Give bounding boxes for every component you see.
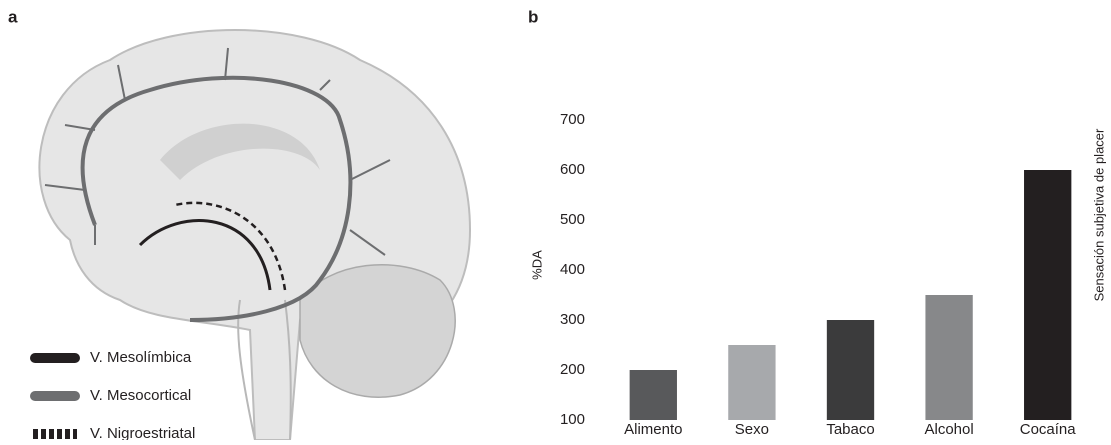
bar	[925, 295, 973, 420]
bar	[629, 370, 677, 420]
y-tick-label: 300	[560, 311, 585, 328]
y-tick-label: 400	[560, 261, 585, 278]
legend-label: V. Mesolímbica	[90, 349, 192, 366]
y-tick-label: 100	[560, 411, 585, 428]
panel-label: a	[8, 7, 18, 26]
legend: V. Mesolímbica V. Mesocortical V. Nigroe…	[30, 349, 195, 442]
x-tick-label: Alimento	[624, 421, 682, 438]
y-tick-label: 600	[560, 161, 585, 178]
brain-illustration	[38, 29, 472, 441]
legend-label: V. Mesocortical	[90, 387, 191, 404]
bar	[826, 320, 875, 420]
y-tick-label: 700	[560, 111, 585, 128]
x-tick-label: Cocaína	[1020, 421, 1077, 438]
y-axis-title: %DA	[529, 250, 544, 280]
x-tick-label: Alcohol	[924, 421, 973, 438]
x-tick-label: Sexo	[735, 421, 769, 438]
bar	[728, 345, 776, 420]
x-tick-label: Tabaco	[826, 421, 874, 438]
legend-label: V. Nigroestriatal	[90, 425, 195, 440]
y-tick-label: 500	[560, 211, 585, 228]
y-tick-label: 200	[560, 361, 585, 378]
right-axis-title: Sensación subjetiva de placer	[1091, 128, 1106, 301]
panel-label: b	[528, 7, 538, 26]
bar	[1024, 170, 1072, 420]
